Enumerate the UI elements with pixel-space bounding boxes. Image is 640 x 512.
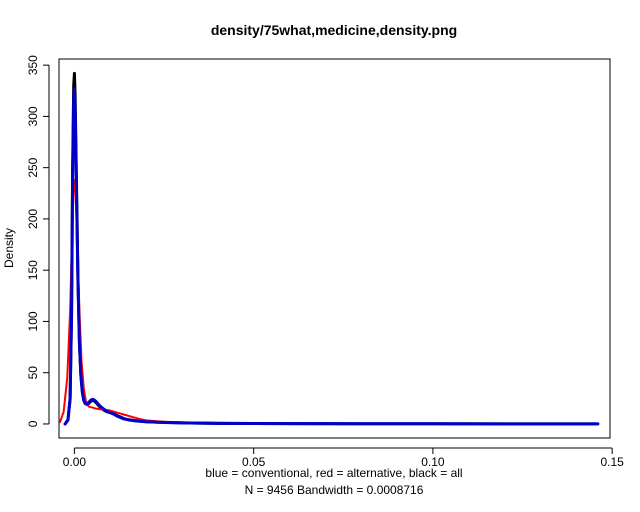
x-tick-label: 0.15 xyxy=(600,455,624,469)
y-tick-label: 250 xyxy=(26,157,40,177)
series-line-all xyxy=(63,71,600,426)
chart-sublabel: N = 9456 Bandwidth = 0.0008716 xyxy=(245,483,424,497)
y-tick-label: 300 xyxy=(26,106,40,126)
x-tick-label: 0.05 xyxy=(242,455,266,469)
x-tick-label: 0.00 xyxy=(63,455,87,469)
y-tick-label: 0 xyxy=(26,420,40,427)
y-tick-label: 200 xyxy=(26,209,40,229)
y-tick-label: 350 xyxy=(26,55,40,75)
y-tick-label: 100 xyxy=(26,311,40,331)
y-tick-label: 50 xyxy=(26,366,40,380)
series-layer xyxy=(59,71,600,426)
y-tick-label: 150 xyxy=(26,260,40,280)
y-axis: 0 50 100 150 200 250 300 350 xyxy=(26,55,50,427)
y-axis-label: Density xyxy=(2,228,16,268)
series-line-conventional xyxy=(63,87,600,426)
chart-title: density/75what,medicine,density.png xyxy=(211,22,457,38)
series-line-alternative xyxy=(59,178,273,425)
x-axis: 0.00 0.05 0.10 0.15 xyxy=(63,447,624,469)
x-tick-label: 0.10 xyxy=(421,455,445,469)
plot-frame xyxy=(58,58,611,439)
x-axis-label: blue = conventional, red = alternative, … xyxy=(205,466,462,480)
